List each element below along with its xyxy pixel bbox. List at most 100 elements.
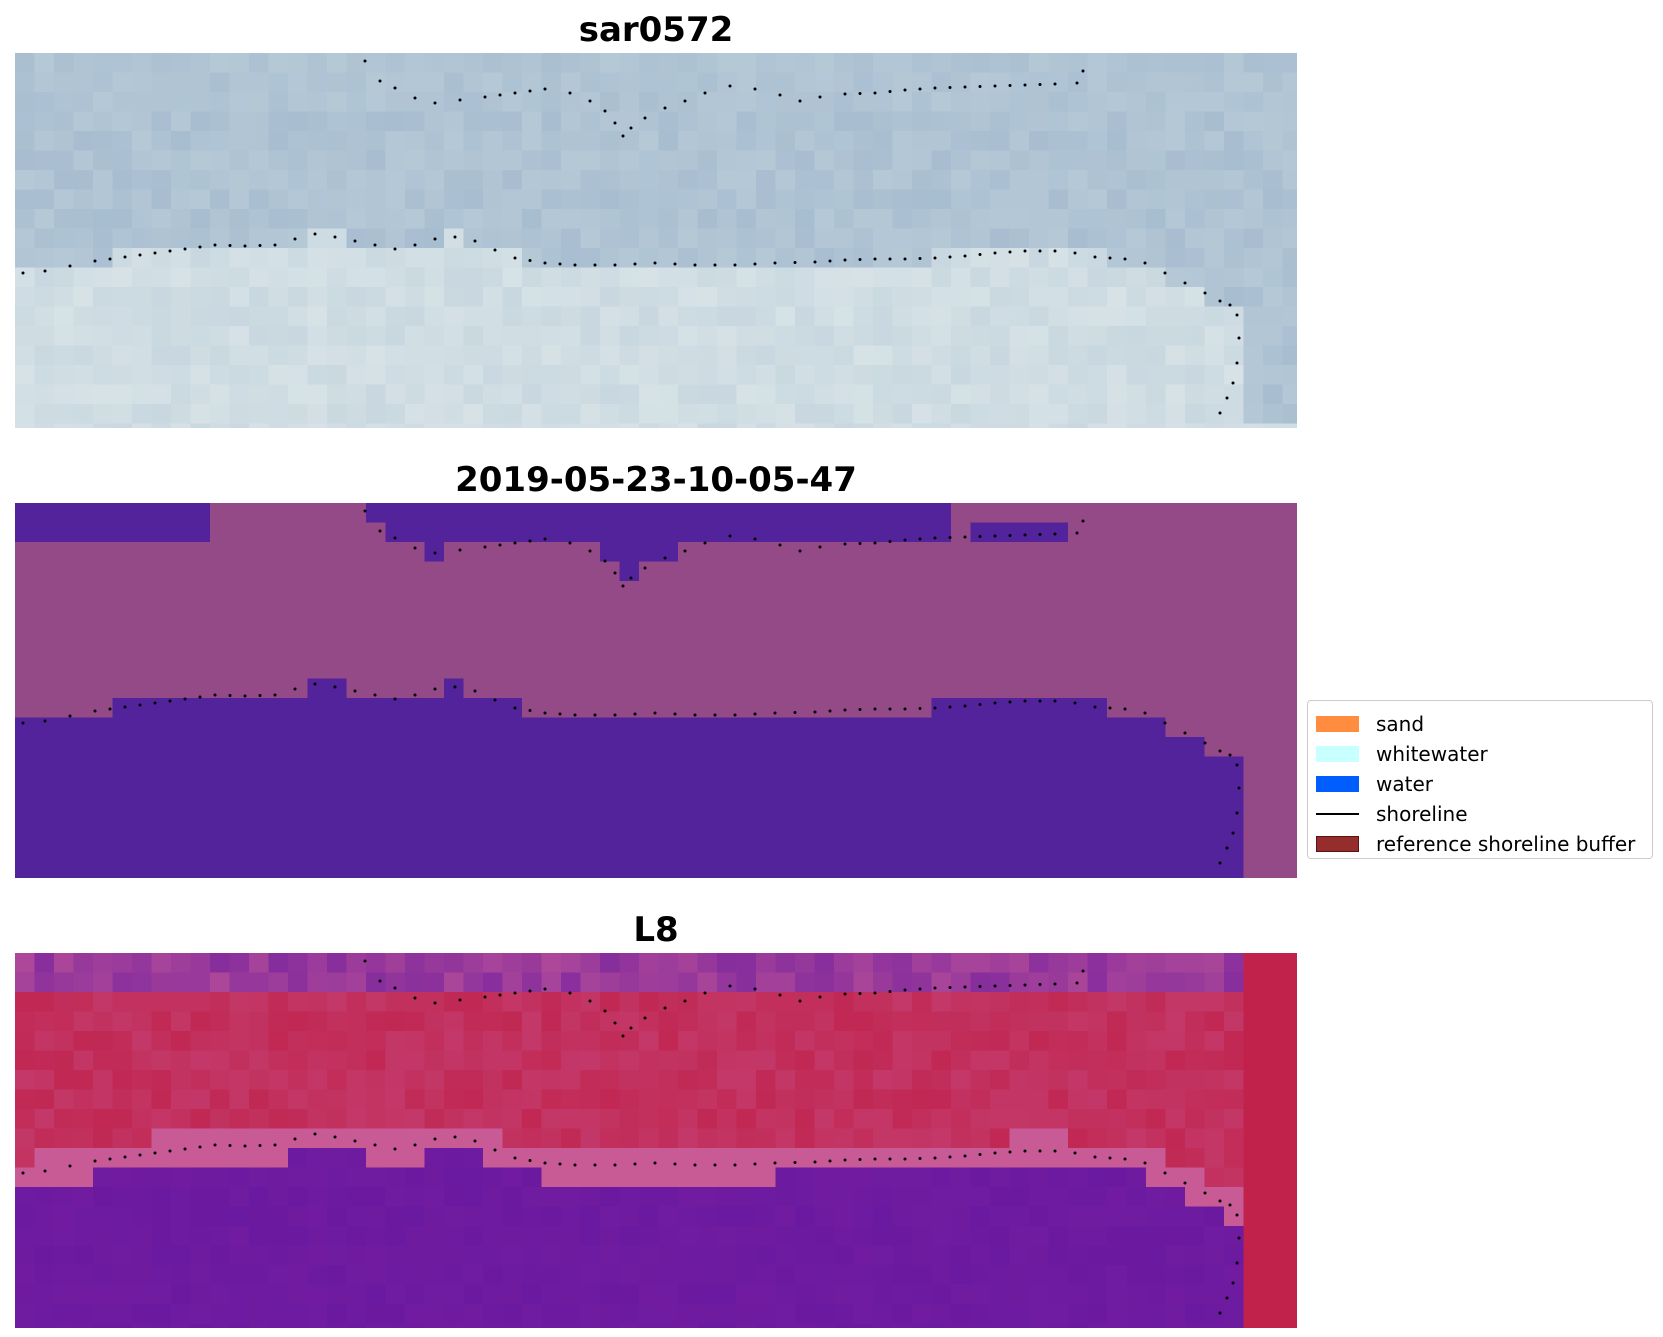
rgb-pixel — [229, 365, 250, 386]
index-pixel — [541, 1245, 562, 1266]
index-pixel — [853, 1304, 874, 1325]
class-pixel — [346, 815, 367, 836]
index-pixel — [444, 972, 465, 993]
index-pixel — [171, 1109, 192, 1130]
rgb-pixel — [229, 423, 250, 428]
index-pixel — [1048, 1109, 1069, 1130]
shoreline-dot — [843, 542, 847, 546]
shoreline-dot — [433, 551, 437, 555]
rgb-pixel — [912, 267, 933, 288]
class-pixel — [229, 620, 250, 641]
index-pixel — [268, 1148, 289, 1169]
class-pixel — [561, 581, 582, 602]
index-pixel — [1185, 1167, 1206, 1188]
rgb-pixel — [697, 365, 718, 386]
index-pixel — [502, 1167, 523, 1188]
class-pixel — [268, 698, 289, 719]
index-pixel — [171, 1323, 192, 1328]
class-pixel — [1263, 522, 1284, 543]
class-pixel — [892, 756, 913, 777]
rgb-pixel — [385, 267, 406, 288]
class-pixel — [1087, 873, 1108, 878]
index-pixel — [1243, 1167, 1264, 1188]
class-pixel — [15, 522, 36, 543]
class-pixel — [268, 639, 289, 660]
class-pixel — [990, 561, 1011, 582]
rgb-pixel — [951, 326, 972, 347]
class-pixel — [775, 503, 796, 524]
rgb-pixel — [814, 92, 835, 113]
rgb-pixel — [34, 72, 55, 93]
rgb-pixel — [229, 92, 250, 113]
rgb-pixel — [853, 53, 874, 74]
index-pixel — [814, 1089, 835, 1110]
rgb-pixel — [327, 365, 348, 386]
class-pixel — [775, 698, 796, 719]
class-pixel — [1126, 503, 1147, 524]
rgb-pixel — [15, 287, 36, 308]
class-pixel — [1263, 776, 1284, 797]
rgb-pixel — [1146, 72, 1167, 93]
class-pixel — [931, 600, 952, 621]
index-pixel — [502, 1050, 523, 1071]
index-pixel — [1263, 1128, 1284, 1149]
rgb-pixel — [541, 72, 562, 93]
rgb-pixel — [756, 267, 777, 288]
shoreline-dot — [828, 259, 832, 263]
class-pixel — [697, 815, 718, 836]
rgb-pixel — [366, 326, 387, 347]
index-pixel — [541, 1050, 562, 1071]
shoreline-dot — [673, 262, 677, 266]
class-pixel — [171, 678, 192, 699]
index-pixel — [1224, 1226, 1245, 1247]
index-pixel — [697, 1206, 718, 1227]
index-pixel — [541, 1128, 562, 1149]
rgb-pixel — [892, 189, 913, 210]
rgb-pixel — [619, 131, 640, 152]
index-pixel — [229, 1265, 250, 1286]
index-pixel — [1009, 1070, 1030, 1091]
index-pixel — [970, 992, 991, 1013]
index-pixel — [834, 1265, 855, 1286]
index-pixel — [54, 1109, 75, 1130]
index-pixel — [1009, 1187, 1030, 1208]
class-pixel — [210, 600, 231, 621]
rgb-pixel — [73, 209, 94, 230]
rgb-pixel — [1224, 287, 1245, 308]
rgb-pixel — [1165, 306, 1186, 327]
class-pixel — [990, 581, 1011, 602]
shoreline-dot — [198, 1145, 202, 1149]
index-pixel — [249, 1050, 270, 1071]
rgb-pixel — [619, 384, 640, 405]
index-pixel — [892, 1265, 913, 1286]
index-pixel — [1146, 1031, 1167, 1052]
rgb-pixel — [580, 189, 601, 210]
class-pixel — [951, 639, 972, 660]
rgb-pixel — [288, 170, 309, 191]
shoreline-dot — [483, 545, 487, 549]
index-pixel — [385, 992, 406, 1013]
shoreline-dot — [873, 257, 877, 261]
class-pixel — [73, 756, 94, 777]
shoreline-dot — [933, 256, 937, 260]
class-pixel — [717, 815, 738, 836]
class-pixel — [775, 756, 796, 777]
rgb-pixel — [541, 404, 562, 425]
class-pixel — [463, 620, 484, 641]
rgb-pixel — [834, 248, 855, 269]
class-pixel — [1165, 659, 1186, 680]
class-pixel — [346, 620, 367, 641]
rgb-pixel — [678, 189, 699, 210]
rgb-pixel — [1029, 384, 1050, 405]
rgb-pixel — [249, 267, 270, 288]
rgb-pixel — [541, 287, 562, 308]
index-pixel — [1165, 1265, 1186, 1286]
class-pixel — [424, 795, 445, 816]
index-pixel — [366, 1245, 387, 1266]
class-pixel — [502, 620, 523, 641]
rgb-pixel — [1107, 228, 1128, 249]
rgb-pixel — [1185, 189, 1206, 210]
index-pixel — [132, 1167, 153, 1188]
class-pixel — [561, 503, 582, 524]
class-pixel — [346, 639, 367, 660]
